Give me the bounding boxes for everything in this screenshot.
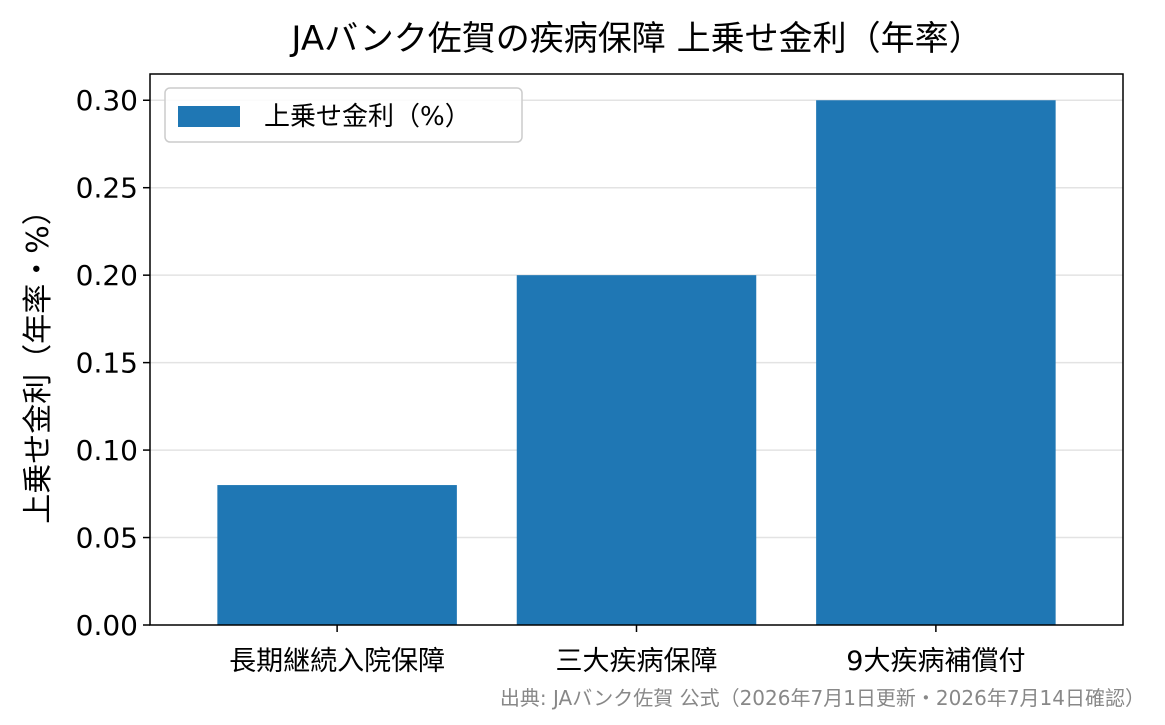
y-tick-label: 0.15	[76, 347, 138, 380]
y-axis-ticks: 0.00 0.05 0.10 0.15 0.20 0.25 0.30	[76, 84, 150, 642]
y-tick-label: 0.00	[76, 609, 138, 642]
source-note: 出典: JAバンク佐賀 公式（2026年7月1日更新・2026年7月14日確認）	[500, 686, 1145, 710]
x-axis-ticks: 長期継続入院保障 三大疾病保障 9大疾病補償付	[229, 625, 1025, 677]
bar	[516, 275, 757, 625]
y-tick-label: 0.05	[76, 522, 138, 555]
x-tick-label: 長期継続入院保障	[229, 646, 445, 677]
bar	[217, 485, 457, 625]
legend-swatch	[178, 106, 240, 127]
bar	[816, 100, 1056, 625]
legend-label: 上乗せ金利（%）	[264, 102, 471, 132]
y-axis-label: 上乗せ金利（年率・%）	[21, 195, 56, 524]
x-tick-label: 三大疾病保障	[556, 646, 718, 677]
y-tick-label: 0.25	[76, 172, 138, 205]
y-tick-label: 0.20	[76, 259, 138, 292]
legend: 上乗せ金利（%）	[164, 87, 523, 143]
chart-title: JAバンク佐賀の疾病保障 上乗せ金利（年率）	[289, 19, 982, 59]
x-tick-label: 9大疾病補償付	[846, 646, 1025, 677]
bars	[217, 100, 1056, 625]
legend-box	[164, 87, 523, 143]
y-tick-label: 0.10	[76, 434, 138, 467]
y-tick-label: 0.30	[76, 84, 138, 117]
